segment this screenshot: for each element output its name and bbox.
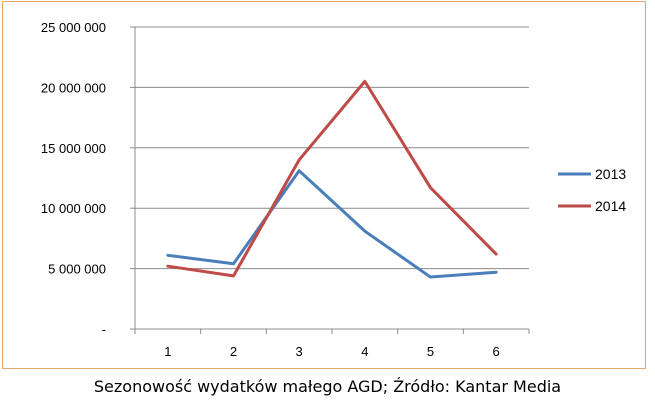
x-tick-labels: 1 2 3 4 5 6 [164, 344, 500, 359]
y-tick-label: 10 000 000 [41, 201, 106, 216]
x-tick-label: 3 [296, 344, 303, 359]
y-tick-label: - [102, 322, 106, 337]
chart-frame: - 5 000 000 10 000 000 15 000 000 20 000 000… [2, 1, 646, 369]
x-tick-label: 5 [427, 344, 434, 359]
series-line-2013 [166, 169, 498, 279]
series-line-2014 [166, 79, 498, 278]
line-chart: - 5 000 000 10 000 000 15 000 000 20 000 000… [41, 20, 626, 359]
legend: 2013 2014 [558, 166, 626, 214]
gridlines [135, 26, 529, 270]
x-tick-label: 2 [230, 344, 237, 359]
y-tick-label: 25 000 000 [41, 20, 106, 35]
axes [130, 26, 530, 334]
x-tick-label: 1 [164, 344, 171, 359]
y-tick-labels: - 5 000 000 10 000 000 15 000 000 20 000 000… [41, 20, 106, 337]
legend-label: 2014 [595, 198, 626, 214]
chart-caption: Sezonowość wydatków małego AGD; Źródło: … [93, 377, 562, 396]
y-tick-label: 20 000 000 [41, 80, 106, 95]
legend-label: 2013 [595, 166, 626, 182]
series-lines [166, 79, 498, 279]
x-tick-label: 6 [493, 344, 500, 359]
x-tick-label: 4 [361, 344, 368, 359]
y-tick-label: 5 000 000 [48, 262, 106, 277]
y-tick-label: 15 000 000 [41, 141, 106, 156]
